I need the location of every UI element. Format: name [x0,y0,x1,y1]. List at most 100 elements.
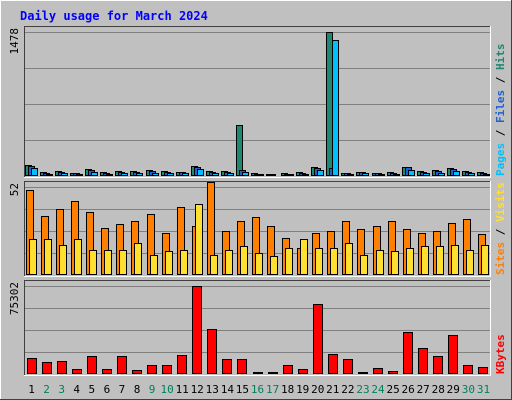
bar-visits-day-11 [180,250,188,275]
x-tick-label-day-13: 13 [206,383,219,396]
bar-pages-day-25 [393,174,400,176]
bar-pages-day-20 [317,170,324,176]
y-axis-max-label: 1478 [8,28,21,55]
bar-kbytes-day-20 [313,304,323,374]
x-tick-label-day-6: 6 [104,383,111,396]
bar-visits-day-16 [255,253,263,275]
x-tick-label-day-25: 25 [386,383,399,396]
bar-pages-day-9 [152,173,159,176]
bar-kbytes-day-7 [117,356,127,374]
panel-plot-area [24,26,491,178]
bar-kbytes-day-18 [283,365,293,374]
bar-pages-day-29 [453,171,460,176]
bar-kbytes-day-12 [192,286,202,374]
legend-item-hits: Hits [494,44,507,71]
bar-kbytes-day-21 [328,354,338,374]
bar-visits-day-31 [481,245,489,275]
x-tick-label-day-29: 29 [447,383,460,396]
bar-visits-day-25 [391,251,399,275]
bar-visits-day-7 [119,250,127,275]
bar-pages-day-1 [31,168,38,176]
bar-visits-day-28 [436,246,444,275]
bar-pages-day-19 [302,174,309,176]
bar-visits-day-13 [210,255,218,275]
bar-kbytes-day-8 [132,370,142,374]
chart-title: Daily usage for March 2024 [20,9,208,23]
x-tick-label-day-20: 20 [311,383,324,396]
x-tick-label-day-2: 2 [43,383,50,396]
legend-separator: / [494,123,507,143]
bar-pages-day-7 [121,173,128,176]
bar-visits-day-19 [300,239,308,275]
x-tick-label-day-17: 17 [266,383,279,396]
bar-kbytes-day-9 [147,365,157,374]
bar-pages-day-16 [257,174,264,176]
bar-pages-day-18 [287,174,294,176]
bar-kbytes-day-4 [72,369,82,374]
bar-pages-day-26 [408,170,415,176]
bar-kbytes-day-5 [87,356,97,374]
bar-kbytes-day-31 [478,367,488,374]
bar-kbytes-day-19 [298,369,308,374]
bar-kbytes-day-14 [222,359,232,374]
bar-kbytes-day-6 [102,369,112,374]
bar-visits-day-22 [345,243,353,275]
x-tick-label-day-22: 22 [341,383,354,396]
bar-kbytes-day-22 [343,359,353,374]
legend-separator: / [494,70,507,90]
legend-bottom: KBytes [494,334,507,374]
bar-kbytes-day-29 [448,335,458,374]
legend-item-files: Files [494,90,507,123]
bar-hits-day-15 [236,125,243,176]
bar-visits-day-20 [315,248,323,275]
x-tick-label-day-28: 28 [432,383,445,396]
bar-kbytes-day-16 [253,372,263,374]
x-tick-label-day-23: 23 [356,383,369,396]
bar-visits-day-18 [285,248,293,275]
bar-pages-day-12 [197,169,204,176]
x-tick-label-day-8: 8 [134,383,141,396]
x-tick-label-day-31: 31 [477,383,490,396]
legend-item-kbytes: KBytes [494,334,507,374]
bar-kbytes-day-15 [237,359,247,374]
bar-visits-day-3 [59,245,67,275]
x-tick-label-day-10: 10 [160,383,173,396]
bar-pages-day-5 [91,172,98,176]
legend-separator: / [494,222,507,242]
bar-pages-day-24 [378,174,385,176]
bar-pages-day-10 [167,173,174,176]
bar-visits-day-9 [150,255,158,275]
bar-visits-day-17 [270,256,278,275]
bar-kbytes-day-17 [268,372,278,374]
y-axis-max-label: 75302 [8,282,21,315]
x-tick-label-day-15: 15 [236,383,249,396]
x-tick-label-day-30: 30 [462,383,475,396]
bar-kbytes-day-27 [418,348,428,374]
bar-pages-day-15 [242,172,249,176]
bar-pages-day-4 [76,174,83,176]
bar-visits-day-23 [360,255,368,275]
bar-visits-day-4 [74,239,82,275]
x-tick-label-day-3: 3 [58,383,65,396]
bar-visits-day-15 [240,246,248,275]
bar-visits-day-29 [451,245,459,275]
bar-kbytes-day-13 [207,329,217,374]
bar-visits-day-26 [406,248,414,275]
panel-top: 1478 Pages / Files / Hits [8,26,507,178]
x-tick-label-day-26: 26 [401,383,414,396]
bar-hits-day-21 [326,32,333,176]
bar-pages-day-21 [332,40,339,176]
chart-panels: 1478 Pages / Files / Hits 52 Sites / Visits… [8,26,507,376]
bar-visits-day-30 [466,250,474,275]
bar-kbytes-day-25 [388,371,398,374]
bar-pages-day-6 [106,174,113,176]
bar-pages-day-11 [182,173,189,176]
bar-kbytes-day-26 [403,332,413,374]
bar-pages-day-3 [61,173,68,176]
bar-pages-day-27 [423,173,430,176]
bar-kbytes-day-24 [373,368,383,374]
bar-kbytes-day-30 [463,365,473,374]
bar-pages-day-28 [438,173,445,176]
x-tick-label-day-21: 21 [326,383,339,396]
